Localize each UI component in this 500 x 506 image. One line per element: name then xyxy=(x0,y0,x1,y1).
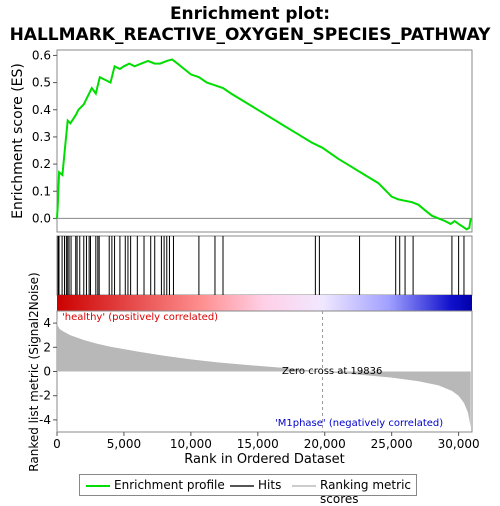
legend-enrichment-label: Enrichment profile xyxy=(114,478,225,492)
es-ytick-label: 0.3 xyxy=(32,130,51,144)
es-profile-line xyxy=(56,58,472,231)
legend-ranking-swatch xyxy=(292,485,316,487)
positive-annotation: 'healthy' (positively correlated) xyxy=(62,312,218,323)
metric-ytick-label: -4 xyxy=(39,413,51,427)
legend-hits-swatch xyxy=(230,485,254,487)
es-panel-frame xyxy=(56,49,473,233)
rank-color-bar xyxy=(57,295,472,311)
es-ylabel: Enrichment score (ES) xyxy=(10,63,26,219)
legend-hits-label: Hits xyxy=(258,478,282,492)
es-ytick-label: 0.6 xyxy=(32,48,51,62)
metric-xlabel: Rank in Ordered Dataset xyxy=(184,452,345,467)
es-ytick-label: 0.5 xyxy=(32,76,51,90)
legend-ranking-label: Ranking metric scores xyxy=(320,478,411,506)
negative-annotation: 'M1phase' (negatively correlated) xyxy=(275,418,443,429)
zero-cross-annotation: Zero cross at 19836 xyxy=(282,366,382,377)
es-ytick-label: 0.4 xyxy=(32,103,51,117)
hits-panel-frame xyxy=(56,235,473,296)
chart-title-line1: Enrichment plot: xyxy=(169,4,331,24)
metric-ytick-label: -2 xyxy=(39,389,51,403)
metric-ytick-label: 2 xyxy=(43,340,51,354)
metric-xtick-label: 20,000 xyxy=(304,437,346,451)
metric-xtick-label: 25,000 xyxy=(371,437,413,451)
metric-xtick-label: 10,000 xyxy=(170,437,212,451)
metric-xtick-label: 5,000 xyxy=(107,437,141,451)
es-ytick-label: 0.0 xyxy=(32,211,51,225)
metric-area xyxy=(57,318,471,428)
metric-xtick-label: 30,000 xyxy=(438,437,480,451)
metric-xtick-label: 0 xyxy=(53,437,61,451)
chart-title-line2: HALLMARK_REACTIVE_OXYGEN_SPECIES_PATHWAY xyxy=(9,25,491,45)
metric-ylabel: Ranked list metric (Signal2Noise) xyxy=(27,272,41,471)
legend-enrichment-swatch xyxy=(86,485,110,487)
es-ytick-label: 0.2 xyxy=(32,157,51,171)
es-ytick-label: 0.1 xyxy=(32,184,51,198)
metric-xtick-label: 15,000 xyxy=(237,437,279,451)
metric-ytick-label: 0 xyxy=(43,365,51,379)
metric-ytick-label: 4 xyxy=(43,316,51,330)
legend: Enrichment profile Hits Ranking metric s… xyxy=(79,474,417,506)
